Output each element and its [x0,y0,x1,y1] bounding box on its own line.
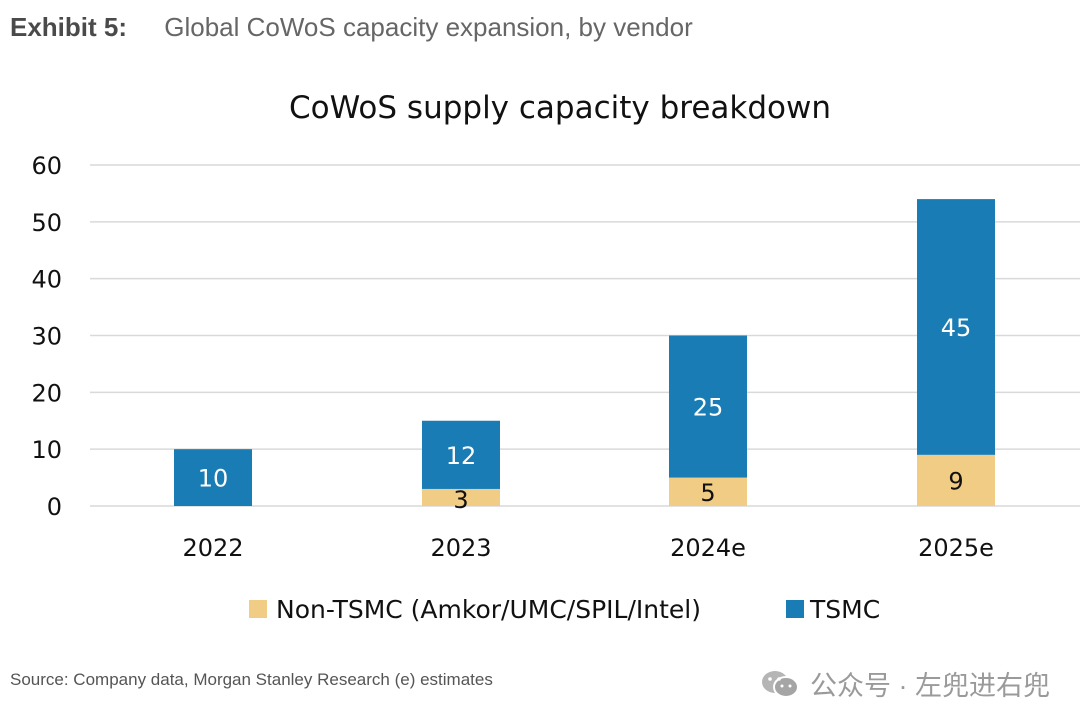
legend-label: TSMC [809,595,880,624]
x-tick-label: 2022 [182,534,243,562]
x-tick-label: 2023 [430,534,491,562]
exhibit-header: Exhibit 5: Global CoWoS capacity expansi… [10,12,693,43]
chart-title: CoWoS supply capacity breakdown [289,90,831,126]
watermark: 公众号 · 左兜进右兜 [760,664,1050,703]
data-label: 9 [948,467,963,495]
data-label: 45 [941,314,972,342]
bar-tsmc-2023 [422,420,500,489]
bar-tsmc-2024e [669,335,747,478]
data-label: 5 [700,479,715,507]
watermark-text: 公众号 · 左兜进右兜 [810,671,1050,701]
bar-tsmc-2022 [174,449,252,506]
x-tick-label: 2024e [670,534,746,562]
x-axis: 2022 2023 2024e 2025e [182,534,993,562]
bars: 10 3 12 5 25 9 45 [174,199,995,514]
bar-non-tsmc-2024e [669,477,747,506]
data-label: 10 [198,465,229,493]
y-tick-label: 20 [31,379,62,407]
legend-swatch [786,600,804,618]
bar-non-tsmc-2023 [422,488,500,506]
grid [90,164,1080,507]
y-tick-label: 40 [31,266,62,294]
y-tick-label: 10 [31,436,62,464]
bar-tsmc-2025e [917,199,995,455]
data-label: 12 [446,442,477,470]
exhibit-label: Exhibit 5: [10,12,128,42]
y-tick-label: 60 [31,152,62,180]
chart: CoWoS supply capacity breakdown 0 10 20 30 4… [31,90,1080,624]
data-label: 25 [693,394,724,422]
legend: Non-TSMC (Amkor/UMC/SPIL/Intel) TSMC [249,595,880,624]
exhibit-title: Global CoWoS capacity expansion, by vend… [164,12,693,42]
x-tick-label: 2025e [918,534,994,562]
y-tick-label: 30 [31,323,62,351]
y-tick-label: 0 [47,493,62,521]
source-note: Source: Company data, Morgan Stanley Res… [10,670,493,689]
y-tick-label: 50 [31,209,62,237]
y-axis: 0 10 20 30 40 50 60 [31,152,62,521]
bar-non-tsmc-2025e [917,454,995,506]
legend-label: Non-TSMC (Amkor/UMC/SPIL/Intel) [276,595,701,624]
data-label: 3 [453,486,468,514]
wechat-icon [762,670,799,698]
legend-swatch [249,600,267,618]
